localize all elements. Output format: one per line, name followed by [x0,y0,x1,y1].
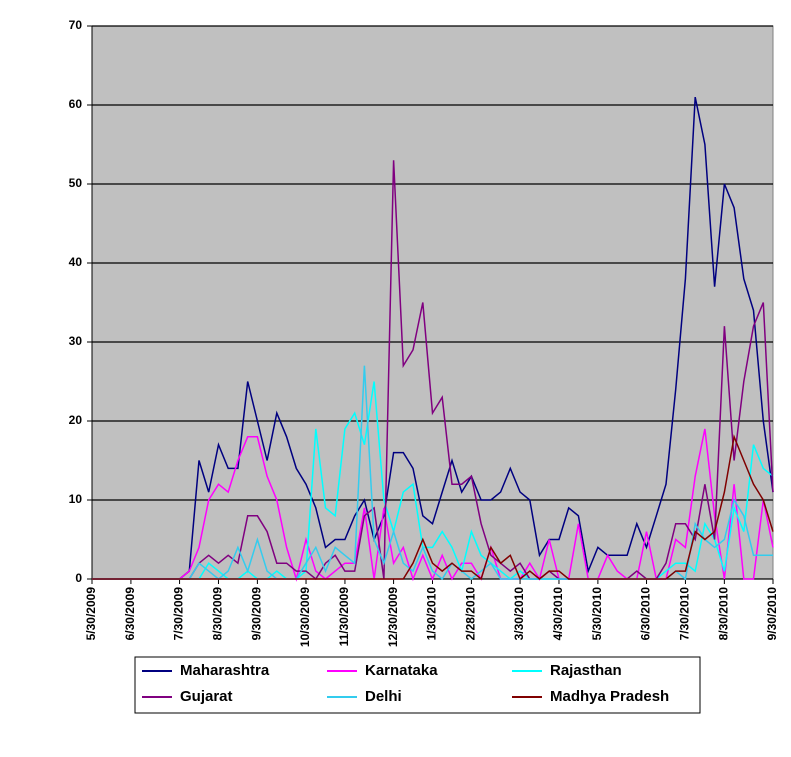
series-line [92,434,774,581]
legend-label: Gujarat [180,688,233,705]
legend-box [134,656,701,714]
series-line [92,160,774,581]
y-tick-label: 60 [69,97,83,111]
y-tick-label: 10 [69,492,83,506]
x-tick-label: 5/30/2009 [84,587,98,641]
y-tick-label: 20 [69,413,83,427]
y-tick-label: 0 [75,571,82,585]
plot-area [91,25,774,580]
x-tick-label: 9/30/2010 [765,587,779,641]
x-tick-label: 5/30/2010 [590,587,604,641]
series-line [92,96,774,580]
x-tick-label: 6/30/2010 [639,587,653,641]
x-tick-label: 8/30/2009 [211,587,225,641]
x-tick-label: 7/30/2009 [172,587,186,641]
y-tick-label: 70 [69,18,83,32]
legend-label: Maharashtra [180,662,270,679]
x-tick-label: 12/30/2009 [386,587,400,647]
x-tick-label: 10/30/2009 [298,587,312,647]
x-tick-label: 9/30/2009 [250,587,264,641]
x-tick-label: 1/30/2010 [425,587,439,641]
legend-label: Karnataka [365,662,438,679]
x-tick-label: 3/30/2010 [512,587,526,641]
y-tick-label: 40 [69,255,83,269]
x-tick-label: 8/30/2010 [717,587,731,641]
x-tick-label: 6/30/2009 [123,587,137,641]
y-tick-label: 50 [69,176,83,190]
x-tick-label: 4/30/2010 [551,587,565,641]
x-tick-label: 7/30/2010 [678,587,692,641]
x-tick-label: 11/30/2009 [337,587,351,647]
legend-label: Rajasthan [550,662,622,679]
y-tick-label: 30 [69,334,83,348]
legend-label: Delhi [365,688,402,705]
legend-label: Madhya Pradesh [550,688,669,705]
x-tick-label: 2/28/2010 [464,587,478,641]
